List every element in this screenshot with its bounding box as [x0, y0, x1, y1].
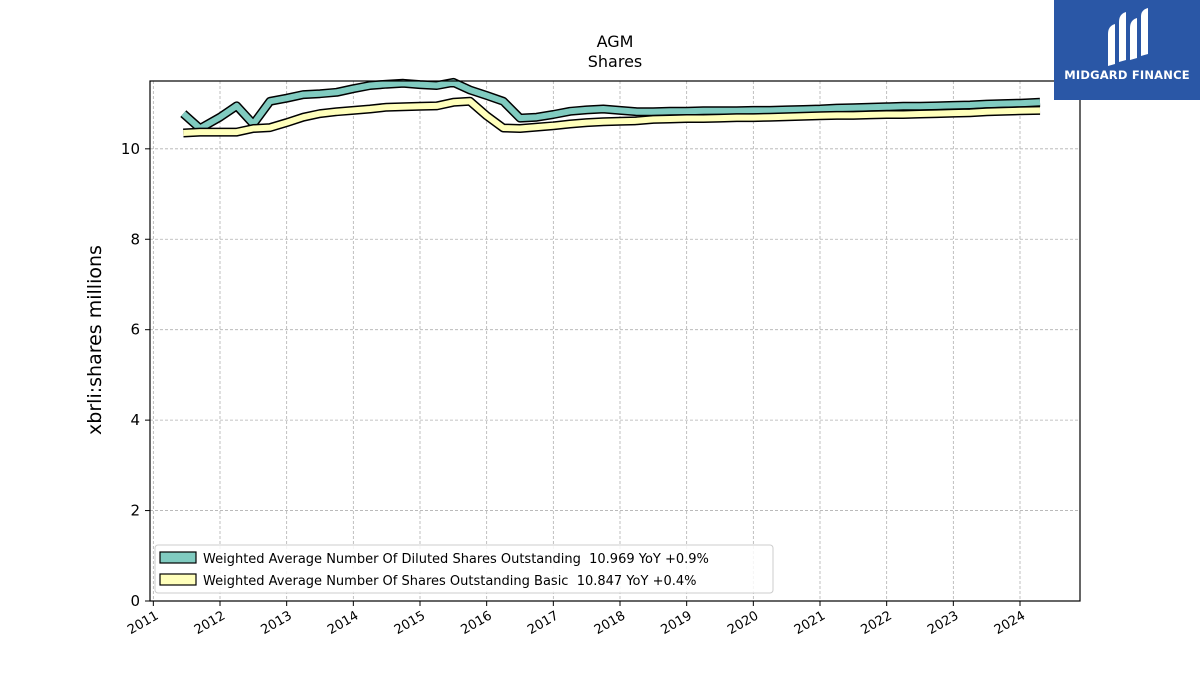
- x-tick-label: 2024: [992, 608, 1028, 638]
- x-tick-label: 2013: [259, 608, 295, 638]
- chart-title: AGM: [597, 32, 634, 51]
- grid: [150, 81, 1080, 602]
- logo-text: MIDGARD FINANCE: [1064, 68, 1190, 82]
- y-tick-label: 4: [130, 411, 140, 429]
- y-axis-label: xbrli:shares millions: [84, 245, 106, 435]
- legend-label-diluted: Weighted Average Number Of Diluted Share…: [203, 552, 709, 567]
- series-line-0: [181, 79, 1041, 132]
- chart-subtitle: Shares: [588, 52, 643, 71]
- x-tick-label: 2011: [125, 608, 161, 638]
- x-tick-label: 2022: [859, 608, 895, 638]
- legend-box: [154, 544, 774, 594]
- series-layer: [180, 77, 1041, 138]
- plot-frame: [149, 80, 1081, 602]
- x-tick-label: 2016: [459, 608, 495, 638]
- y-tick-label: 6: [130, 321, 140, 339]
- x-tick-label: 2014: [325, 608, 361, 638]
- y-tick-label: 2: [130, 502, 140, 520]
- y-tick-label: 10: [121, 140, 140, 158]
- legend-label-basic: Weighted Average Number Of Shares Outsta…: [203, 574, 697, 589]
- legend-swatch-basic: [159, 573, 197, 586]
- legend: Weighted Average Number Of Diluted Share…: [154, 544, 774, 594]
- x-tick-label: 2023: [925, 608, 961, 638]
- x-tick-label: 2020: [725, 608, 761, 638]
- x-tick-label: 2017: [525, 608, 561, 638]
- midgard-logo-icon: [1108, 8, 1148, 66]
- legend-swatch-diluted: [159, 551, 197, 564]
- y-tick-label: 0: [130, 592, 140, 610]
- series-line-1: [183, 98, 1041, 136]
- x-tick-label: 2018: [592, 608, 628, 638]
- x-tick-label: 2012: [192, 608, 228, 638]
- x-tick-label: 2019: [659, 608, 695, 638]
- x-tick-label: 2021: [792, 608, 828, 638]
- midgard-finance-logo: MIDGARD FINANCE: [1054, 0, 1200, 100]
- x-tick-label: 2015: [392, 608, 428, 638]
- y-tick-label: 8: [130, 230, 140, 248]
